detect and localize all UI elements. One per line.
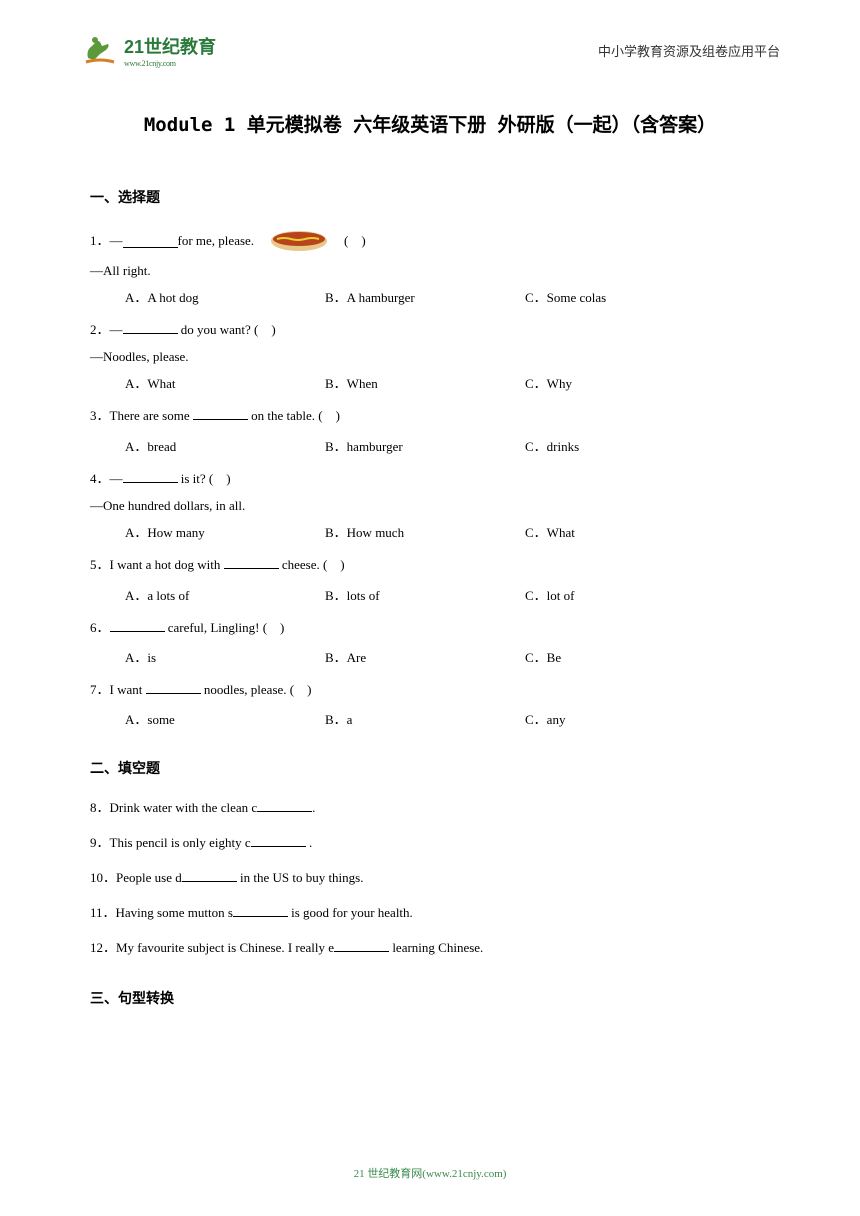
f8-pre: 8．Drink water with the clean c: [90, 800, 257, 815]
q5-num: 5．I want a hot dog with: [90, 557, 224, 572]
q5-opt-a: A．a lots of: [125, 585, 325, 604]
q1-answer: —All right.: [90, 263, 770, 279]
question-4: 4．— is it? ( ): [90, 467, 770, 490]
q3-text: on the table. ( ): [248, 408, 340, 423]
q5-options: A．a lots of B．lots of C．lot of: [125, 585, 770, 604]
page-header: 21世纪教育 www.21cnjy.com 中小学教育资源及组卷应用平台: [0, 0, 860, 80]
hotdog-icon: [269, 227, 329, 255]
q4-answer: —One hundred dollars, in all.: [90, 498, 770, 514]
q6-text: careful, Lingling! ( ): [165, 620, 285, 635]
question-6: 6． careful, Lingling! ( ): [90, 616, 770, 639]
q3-opt-c: C．drinks: [525, 436, 725, 455]
page-title: Module 1 单元模拟卷 六年级英语下册 外研版（一起）（含答案）: [90, 110, 770, 137]
f12-post: learning Chinese.: [389, 940, 483, 955]
f9-post: .: [306, 835, 313, 850]
q1-opt-c: C．Some colas: [525, 287, 725, 306]
content: Module 1 单元模拟卷 六年级英语下册 外研版（一起）（含答案） 一、选择…: [0, 80, 860, 1008]
question-1: 1．— for me, please. ( ): [90, 227, 770, 255]
q6-options: A．is B．Are C．Be: [125, 647, 770, 666]
q2-answer: —Noodles, please.: [90, 349, 770, 365]
question-3: 3．There are some on the table. ( ): [90, 404, 770, 427]
logo-main-text: 21世纪教育: [124, 33, 216, 59]
fill-11: 11．Having some mutton s is good for your…: [90, 903, 770, 924]
q2-opt-b: B．When: [325, 373, 525, 392]
q1-options: A．A hot dog B．A hamburger C．Some colas: [125, 287, 770, 306]
q2-blank: [123, 320, 178, 334]
q7-blank: [146, 680, 201, 694]
q4-opt-b: B．How much: [325, 522, 525, 541]
q6-opt-c: C．Be: [525, 647, 725, 666]
f12-blank: [334, 938, 389, 952]
fill-10: 10．People use d in the US to buy things.: [90, 868, 770, 889]
question-7: 7．I want noodles, please. ( ): [90, 678, 770, 701]
q3-opt-a: A．bread: [125, 436, 325, 455]
q4-opt-a: A．How many: [125, 522, 325, 541]
logo-sub-text: www.21cnjy.com: [124, 59, 216, 68]
logo-icon: [80, 30, 120, 70]
q7-text: noodles, please. ( ): [201, 682, 312, 697]
f12-pre: 12．My favourite subject is Chinese. I re…: [90, 940, 334, 955]
f11-blank: [233, 903, 288, 917]
q1-blank: [123, 234, 178, 248]
q7-opt-c: C．any: [525, 709, 725, 728]
q5-text: cheese. ( ): [279, 557, 345, 572]
q1-text: for me, please.: [178, 229, 255, 252]
page-footer: 21 世纪教育网(www.21cnjy.com): [0, 1165, 860, 1181]
logo-text: 21世纪教育 www.21cnjy.com: [124, 33, 216, 68]
section-1-head: 一、选择题: [90, 187, 770, 207]
fill-8: 8．Drink water with the clean c.: [90, 798, 770, 819]
q7-opt-a: A．some: [125, 709, 325, 728]
question-5: 5．I want a hot dog with cheese. ( ): [90, 553, 770, 576]
q1-paren: ( ): [344, 229, 366, 252]
fill-9: 9．This pencil is only eighty c .: [90, 833, 770, 854]
f9-blank: [251, 833, 306, 847]
section-3-head: 三、句型转换: [90, 988, 770, 1008]
section-2-head: 二、填空题: [90, 758, 770, 778]
header-right-text: 中小学教育资源及组卷应用平台: [598, 41, 780, 60]
q4-num: 4．—: [90, 471, 123, 486]
q1-opt-a: A．A hot dog: [125, 287, 325, 306]
q6-opt-b: B．Are: [325, 647, 525, 666]
f9-pre: 9．This pencil is only eighty c: [90, 835, 251, 850]
q2-opt-a: A．What: [125, 373, 325, 392]
q5-opt-b: B．lots of: [325, 585, 525, 604]
q3-options: A．bread B．hamburger C．drinks: [125, 436, 770, 455]
q7-num: 7．I want: [90, 682, 146, 697]
q3-opt-b: B．hamburger: [325, 436, 525, 455]
q6-blank: [110, 618, 165, 632]
f10-blank: [182, 868, 237, 882]
f8-post: .: [312, 800, 315, 815]
q2-opt-c: C．Why: [525, 373, 725, 392]
q5-opt-c: C．lot of: [525, 585, 725, 604]
q7-opt-b: B．a: [325, 709, 525, 728]
q4-options: A．How many B．How much C．What: [125, 522, 770, 541]
q4-opt-c: C．What: [525, 522, 725, 541]
logo: 21世纪教育 www.21cnjy.com: [80, 30, 216, 70]
fill-12: 12．My favourite subject is Chinese. I re…: [90, 938, 770, 959]
f10-post: in the US to buy things.: [237, 870, 364, 885]
f8-blank: [257, 798, 312, 812]
q2-options: A．What B．When C．Why: [125, 373, 770, 392]
q4-blank: [123, 469, 178, 483]
q1-opt-b: B．A hamburger: [325, 287, 525, 306]
question-2: 2．— do you want? ( ): [90, 318, 770, 341]
q1-num: 1．—: [90, 229, 123, 252]
q2-num: 2．—: [90, 322, 123, 337]
q2-text: do you want? ( ): [178, 322, 276, 337]
q6-opt-a: A．is: [125, 647, 325, 666]
q7-options: A．some B．a C．any: [125, 709, 770, 728]
q3-blank: [193, 406, 248, 420]
f10-pre: 10．People use d: [90, 870, 182, 885]
q5-blank: [224, 555, 279, 569]
q6-num: 6．: [90, 620, 110, 635]
f11-post: is good for your health.: [288, 905, 413, 920]
f11-pre: 11．Having some mutton s: [90, 905, 233, 920]
q4-text: is it? ( ): [178, 471, 231, 486]
q3-num: 3．There are some: [90, 408, 193, 423]
